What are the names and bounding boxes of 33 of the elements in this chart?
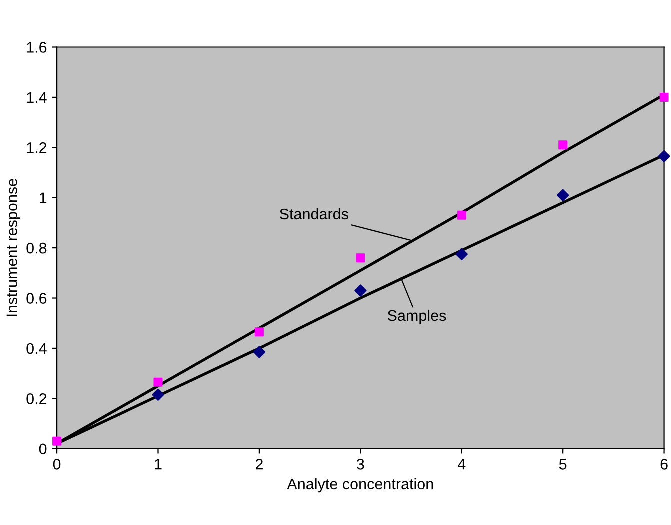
point bbox=[152, 388, 164, 401]
y-axis-title: Instrument response bbox=[6, 179, 21, 316]
point bbox=[557, 189, 570, 202]
x-tick-label: 6 bbox=[660, 459, 668, 470]
y-tick-label: 0.6 bbox=[26, 293, 47, 304]
y-tick-label: 1.2 bbox=[27, 142, 47, 154]
point bbox=[52, 436, 62, 446]
y-tick-label: 1.6 bbox=[27, 42, 47, 53]
annotation: Samples bbox=[388, 310, 446, 324]
point bbox=[254, 328, 264, 337]
y-tick-label: 0 bbox=[39, 444, 47, 455]
y-tick-label: 0.4 bbox=[26, 343, 47, 354]
point bbox=[558, 140, 568, 150]
y-tick-label: 0.8 bbox=[26, 242, 47, 254]
point bbox=[457, 210, 466, 220]
x-tick-label: 2 bbox=[256, 459, 263, 470]
point bbox=[356, 254, 366, 263]
x-tick-label: 1 bbox=[155, 459, 162, 470]
point bbox=[658, 150, 670, 163]
x-tick-label: 3 bbox=[356, 459, 364, 470]
y-tick-label: 1.4 bbox=[27, 92, 47, 103]
point bbox=[456, 248, 468, 260]
annotation: Standards bbox=[280, 208, 348, 220]
x-tick-label: 0 bbox=[53, 459, 61, 470]
x-tick-label: 4 bbox=[458, 459, 466, 470]
point bbox=[354, 284, 367, 297]
point bbox=[154, 378, 163, 387]
point bbox=[253, 346, 266, 358]
x-tick-label: 5 bbox=[559, 459, 567, 470]
y-tick-label: 0.2 bbox=[26, 394, 47, 404]
point bbox=[660, 92, 669, 102]
x-axis-title: Analyte concentration bbox=[287, 478, 434, 493]
y-tick-label: 1 bbox=[40, 192, 47, 204]
